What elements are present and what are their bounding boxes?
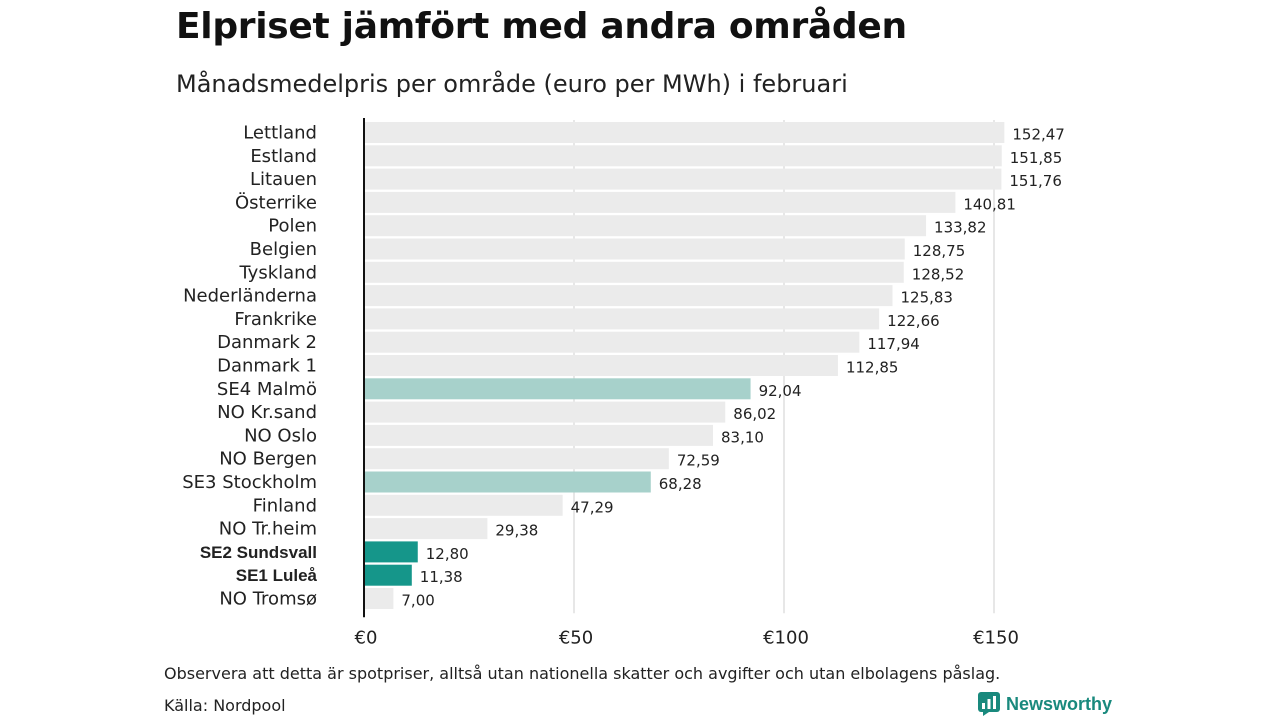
brand-name: Newsworthy xyxy=(1006,693,1113,714)
bar xyxy=(364,331,860,353)
value-label: 125,83 xyxy=(900,289,953,307)
category-label: Danmark 2 xyxy=(217,332,317,353)
chart-subtitle: Månadsmedelpris per område (euro per MWh… xyxy=(176,70,848,98)
value-label: 72,59 xyxy=(677,452,720,470)
bar xyxy=(364,424,714,446)
source-note: Källa: Nordpool xyxy=(164,696,286,715)
brand: Newsworthy xyxy=(978,692,1112,716)
bar xyxy=(364,378,751,400)
value-label: 151,85 xyxy=(1010,149,1063,167)
bar xyxy=(364,541,418,563)
category-label: NO Tromsø xyxy=(219,589,317,610)
bar xyxy=(364,564,412,586)
value-label: 128,52 xyxy=(912,265,965,283)
value-label: 117,94 xyxy=(867,335,920,353)
category-label: Finland xyxy=(253,495,317,516)
category-label: NO Bergen xyxy=(219,449,317,470)
category-label: NO Tr.heim xyxy=(219,519,317,540)
category-label: Tyskland xyxy=(238,262,317,283)
value-label: 68,28 xyxy=(659,475,702,493)
value-label: 86,02 xyxy=(733,405,776,423)
x-tick-label: €150 xyxy=(973,627,1019,648)
x-tick-label: €100 xyxy=(763,627,809,648)
value-label: 112,85 xyxy=(846,359,899,377)
bar xyxy=(364,518,488,540)
category-label: Lettland xyxy=(243,123,317,144)
category-label: Danmark 1 xyxy=(217,356,317,377)
value-label: 47,29 xyxy=(571,498,614,516)
category-label: Frankrike xyxy=(234,309,317,330)
bar xyxy=(364,191,956,213)
value-label: 128,75 xyxy=(913,242,966,260)
bar xyxy=(364,122,1005,143)
category-label: Österrike xyxy=(235,191,317,213)
value-label: 140,81 xyxy=(963,195,1016,213)
value-label: 7,00 xyxy=(401,592,434,610)
bar xyxy=(364,448,669,470)
value-label: 152,47 xyxy=(1012,126,1065,144)
value-label: 92,04 xyxy=(759,382,802,400)
value-label: 83,10 xyxy=(721,428,764,446)
bar xyxy=(364,355,838,376)
value-label: 12,80 xyxy=(426,545,469,563)
category-label: NO Kr.sand xyxy=(217,402,317,423)
bar xyxy=(364,588,394,609)
x-tick-label: €0 xyxy=(355,627,378,648)
value-label: 11,38 xyxy=(420,568,463,586)
value-label: 133,82 xyxy=(934,219,987,237)
category-label: Polen xyxy=(268,216,317,237)
category-label: Litauen xyxy=(250,169,317,190)
bar xyxy=(364,238,905,260)
bar xyxy=(364,215,927,237)
bar xyxy=(364,308,880,330)
value-label: 29,38 xyxy=(495,522,538,540)
x-tick-label: €50 xyxy=(559,627,593,648)
category-label: SE3 Stockholm xyxy=(182,472,317,493)
bar xyxy=(364,494,563,516)
chart-title: Elpriset jämfört med andra områden xyxy=(176,6,907,47)
category-label: Estland xyxy=(250,146,317,167)
category-label: SE2 Sundsvall xyxy=(200,543,317,562)
footnote: Observera att detta är spotpriser, allts… xyxy=(164,664,1001,683)
category-label: SE1 Luleå xyxy=(236,566,318,585)
value-label: 151,76 xyxy=(1009,172,1062,190)
category-label: Nederländerna xyxy=(183,286,317,307)
bar xyxy=(364,261,904,283)
bar xyxy=(364,168,1002,190)
category-label: Belgien xyxy=(250,239,317,260)
bar xyxy=(364,471,651,493)
value-label: 122,66 xyxy=(887,312,940,330)
bar xyxy=(364,285,893,307)
category-label: NO Oslo xyxy=(244,425,317,446)
bar xyxy=(364,401,726,423)
bar-chart: Lettland 152,47 Estland 151,85 Litauen 151,76… xyxy=(182,118,1065,648)
category-label: SE4 Malmö xyxy=(217,379,317,400)
bar xyxy=(364,145,1002,167)
newsworthy-logo-icon xyxy=(978,692,1000,716)
